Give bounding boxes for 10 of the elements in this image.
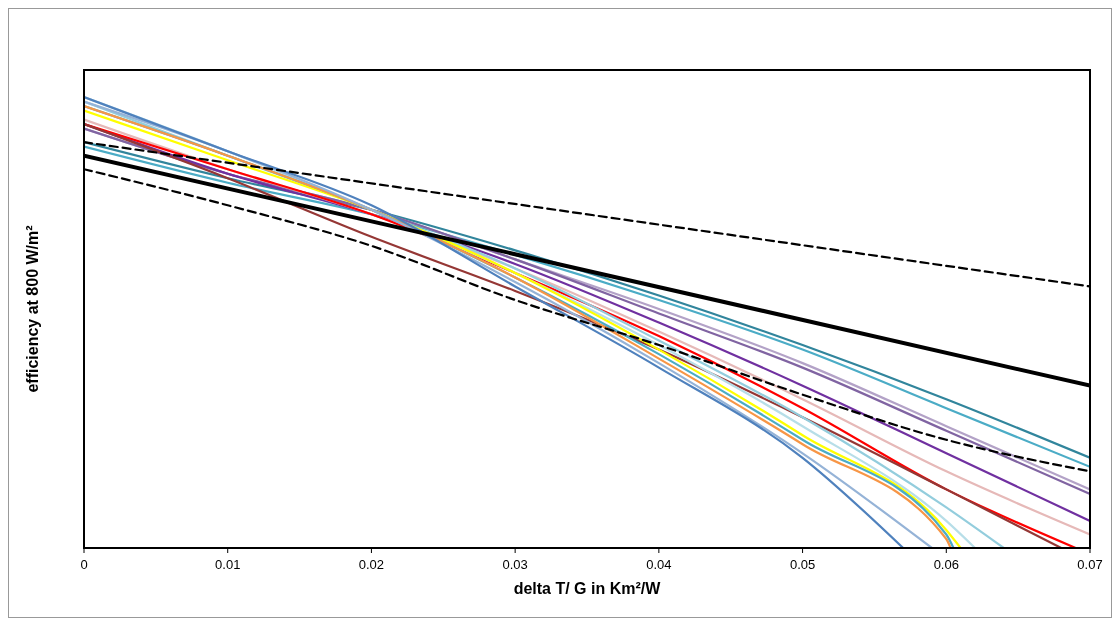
x-tick-label: 0.01 — [215, 557, 241, 572]
x-tick-label: 0.02 — [358, 557, 385, 572]
x-tick-label: 0.07 — [1077, 557, 1103, 572]
x-tick-label: 0.06 — [933, 557, 959, 572]
x-tick-label: 0.05 — [789, 557, 816, 572]
x-axis-title: delta T/ G in Km²/W — [513, 580, 662, 597]
y-axis-title: efficiency at 800 W/m² — [24, 225, 41, 393]
x-tick-label: 0.03 — [502, 557, 528, 572]
x-tick-label: 0 — [80, 557, 88, 572]
x-tick-label: 0.04 — [646, 557, 672, 572]
